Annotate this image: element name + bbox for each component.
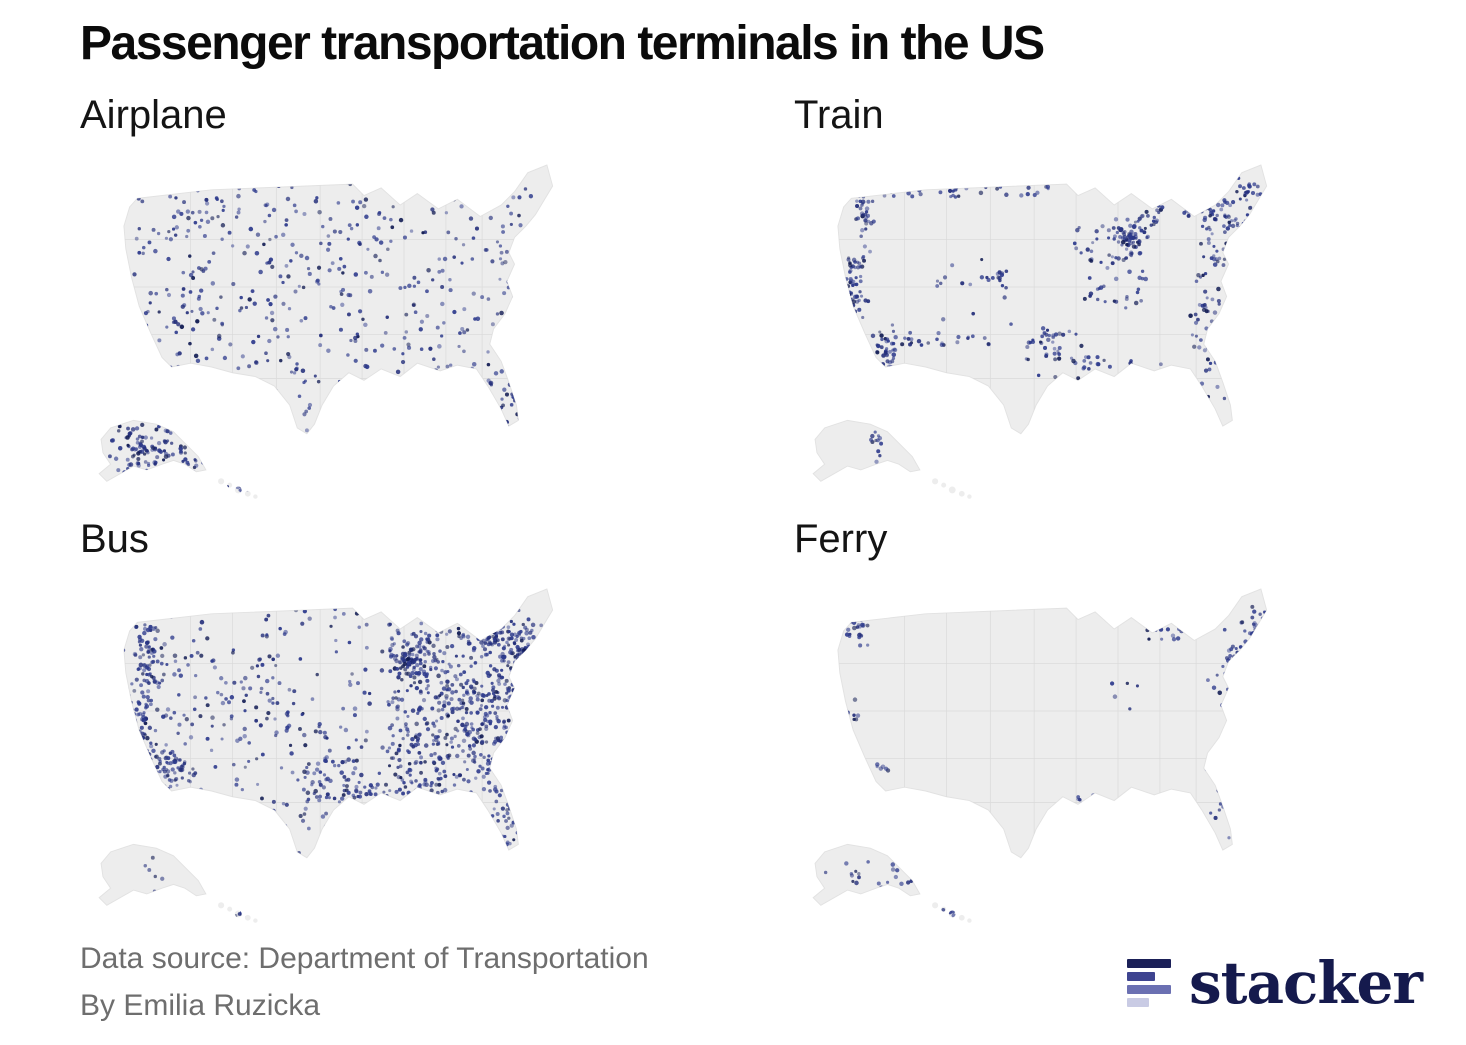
stacker-logo: stacker [1127, 949, 1423, 1017]
panel-bus: Bus [76, 516, 652, 932]
panel-label-bus: Bus [80, 517, 149, 561]
chart-title: Passenger transportation terminals in th… [80, 17, 1045, 70]
panel-ferry: Ferry [790, 516, 1366, 932]
map-ferry [790, 570, 1366, 932]
panel-train: Train [790, 92, 1366, 508]
data-source-text: Data source: Department of Transportatio… [80, 942, 649, 975]
stacker-logo-text: stacker [1189, 949, 1423, 1017]
panel-label-airplane: Airplane [80, 93, 227, 137]
stacker-bars-icon [1127, 959, 1173, 1007]
map-airplane [76, 146, 652, 508]
panel-label-train: Train [794, 93, 884, 137]
map-train [790, 146, 1366, 508]
panel-label-ferry: Ferry [794, 517, 888, 561]
panel-airplane: Airplane [76, 92, 652, 508]
map-bus [76, 570, 652, 932]
byline-text: By Emilia Ruzicka [80, 989, 321, 1022]
